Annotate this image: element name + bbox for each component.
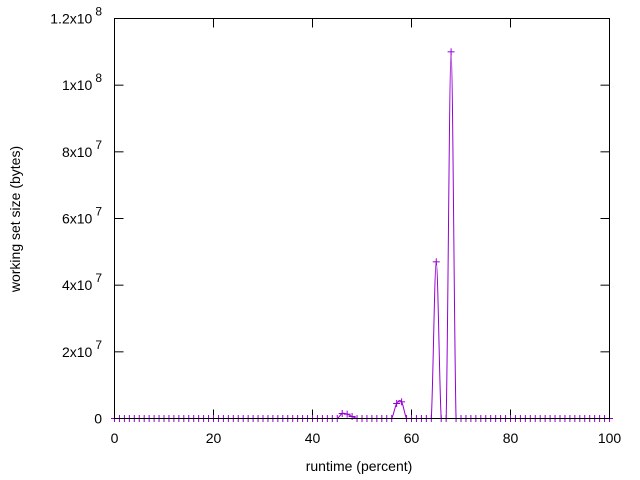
- y-tick-label: 2x10 7: [62, 338, 102, 360]
- data-point-marker: [398, 398, 406, 406]
- plot-frame: [114, 18, 610, 419]
- x-tick-label: 20: [206, 430, 222, 446]
- y-tick-label: 1x10 8: [62, 71, 102, 93]
- y-axis-label: working set size (bytes): [7, 146, 23, 293]
- data-point-marker: [343, 410, 351, 418]
- data-point-marker: [432, 258, 440, 266]
- x-tick-label: 40: [305, 430, 321, 446]
- series-line: [114, 51, 610, 419]
- y-tick-label: 0: [94, 411, 102, 427]
- y-tick-label: 4x10 7: [62, 271, 102, 293]
- data-point-marker: [393, 400, 401, 407]
- x-axis-label: runtime (percent): [306, 458, 413, 474]
- x-axis-ticks: 0 20 40 60 80 100: [111, 18, 622, 446]
- y-tick-label: 8x10 7: [62, 138, 102, 160]
- y-tick-label: 1.2x10 8: [50, 5, 102, 27]
- x-tick-label: 60: [404, 430, 420, 446]
- x-tick-label: 100: [598, 430, 622, 446]
- x-tick-label: 80: [503, 430, 519, 446]
- x-tick-label: 0: [111, 430, 119, 446]
- series-layer: [111, 48, 613, 422]
- y-axis-ticks: 0 2x10 7 4x10 7 6x10 7 8x10 7 1x10 8 1.2x10 8: [50, 5, 610, 427]
- y-tick-label: 6x10 7: [62, 205, 102, 227]
- data-point-marker: [338, 410, 346, 417]
- data-point-marker: [447, 48, 455, 56]
